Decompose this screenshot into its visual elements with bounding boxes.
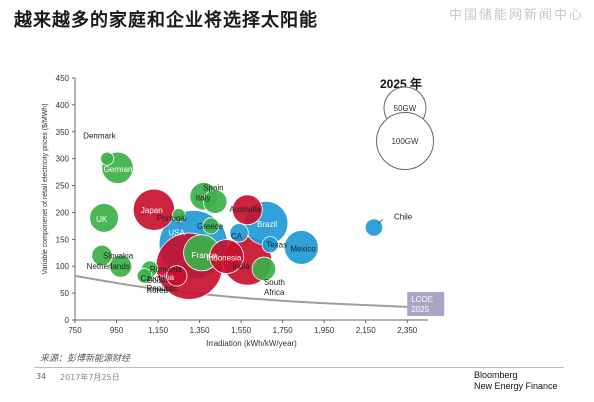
x-tick-label: 750	[68, 326, 82, 335]
label-germany: Germany	[104, 165, 137, 174]
lcoe-curve	[74, 274, 429, 309]
legend-circle-100gw	[376, 112, 434, 170]
y-tick-label: 350	[56, 128, 70, 137]
y-tick-label: 300	[56, 155, 70, 164]
label-chile: Chile	[394, 213, 413, 222]
bubble-czech-republic	[136, 268, 153, 284]
footer-date: 2017年7月25日	[60, 373, 120, 382]
label-italy: Italy	[196, 193, 211, 202]
y-tick-label: 50	[60, 289, 69, 298]
label-china: China	[153, 273, 174, 282]
watermark: 中国储能网新闻中心	[448, 8, 584, 23]
bubble-south-korea	[166, 265, 188, 287]
label-texas: Texas	[266, 241, 287, 250]
bubble-australia	[231, 194, 263, 226]
x-tick-label: 1,150	[148, 326, 169, 335]
label-ca: CA	[231, 232, 243, 241]
bubble-spain	[202, 189, 228, 214]
bubble-portugal	[171, 208, 186, 223]
label-usa: USA	[168, 229, 185, 238]
chart-legend: 2025 年 50GW 100GW	[376, 76, 434, 170]
source-note: 来源：彭博新能源财经	[40, 354, 131, 364]
y-tick-label: 0	[65, 316, 70, 325]
footer-divider	[34, 367, 564, 368]
x-tick-label: 1,950	[314, 326, 335, 335]
label-brazil: Brazil	[257, 220, 277, 229]
y-axis-title: Variable componenet of retail electricit…	[42, 103, 49, 274]
bubble-texas	[261, 236, 279, 254]
y-tick-label: 150	[56, 235, 70, 244]
label-uk: UK	[96, 215, 108, 224]
y-tick-label: 250	[56, 182, 70, 191]
x-tick-label: 2,350	[397, 326, 418, 335]
x-tick-label: 1,750	[273, 326, 294, 335]
legend-label-100gw: 100GW	[391, 137, 419, 146]
bubble-ca	[229, 223, 249, 243]
lcoe-box	[407, 292, 445, 317]
brand-logo: Bloomberg New Energy Finance	[474, 370, 558, 392]
y-tick-label: 400	[56, 101, 70, 110]
bubble-mexico	[283, 230, 319, 265]
y-tick-label: 450	[56, 74, 70, 83]
label-japan: Japan	[141, 206, 163, 215]
bubble-denmark	[100, 151, 115, 166]
label-spain: Spain	[203, 184, 223, 193]
page-title: 越来越多的家庭和企业将选择太阳能	[14, 10, 318, 31]
label-south-africa-1: South	[264, 278, 285, 287]
label-south-korea-2: Korea	[147, 286, 169, 295]
legend-title: 2025 年	[380, 76, 422, 91]
page-number: 34	[36, 372, 47, 381]
label-mexico: Mexico	[290, 244, 316, 253]
bubble-slovakia	[91, 244, 113, 267]
legend-label-50gw: 50GW	[394, 104, 417, 113]
x-tick-label: 1,350	[190, 326, 211, 335]
bubble-netherlands	[109, 254, 133, 278]
label-south-korea-1: South	[147, 276, 168, 285]
lcoe-year: 2025	[411, 305, 429, 314]
label-czech-republic-1: Czech	[141, 274, 164, 283]
label-france: France	[192, 251, 217, 260]
brand-line-1: Bloomberg	[474, 370, 518, 380]
y-tick-label: 200	[56, 208, 70, 217]
label-romania: Romania	[150, 265, 183, 274]
bubble-uk	[89, 203, 119, 233]
label-india: India	[232, 262, 250, 271]
x-tick-label: 1,550	[231, 326, 252, 335]
brand-line-2: New Energy Finance	[474, 381, 558, 391]
label-denmark: Denmark	[83, 132, 116, 141]
y-tick-label: 100	[56, 262, 70, 271]
x-tick-label: 2,150	[356, 326, 377, 335]
chile-pointer	[377, 219, 384, 224]
chart-axes: 0 50 100 150 200 250 300 350 400 450 750 950 1,150 1,…	[42, 74, 428, 348]
label-netherlands: Netherlands	[87, 262, 130, 271]
label-slovakia: Slovakia	[103, 251, 134, 260]
label-greece: Greece	[197, 222, 224, 231]
x-tick-label: 950	[110, 326, 124, 335]
bubble-greece	[202, 217, 220, 235]
bubble-south-africa	[251, 256, 277, 282]
label-indonesia: Indonesia	[207, 254, 242, 263]
label-south-africa-2: Africa	[264, 288, 285, 297]
label-portugal: Portugal	[157, 214, 187, 223]
label-czech-republic-2: Republic	[147, 284, 178, 293]
bubble-indonesia	[209, 239, 244, 274]
label-australia: Australia	[229, 205, 261, 214]
lcoe-label: LCOE	[411, 295, 433, 304]
x-axis-title: Irradiation (kWh/kW/year)	[206, 339, 297, 348]
